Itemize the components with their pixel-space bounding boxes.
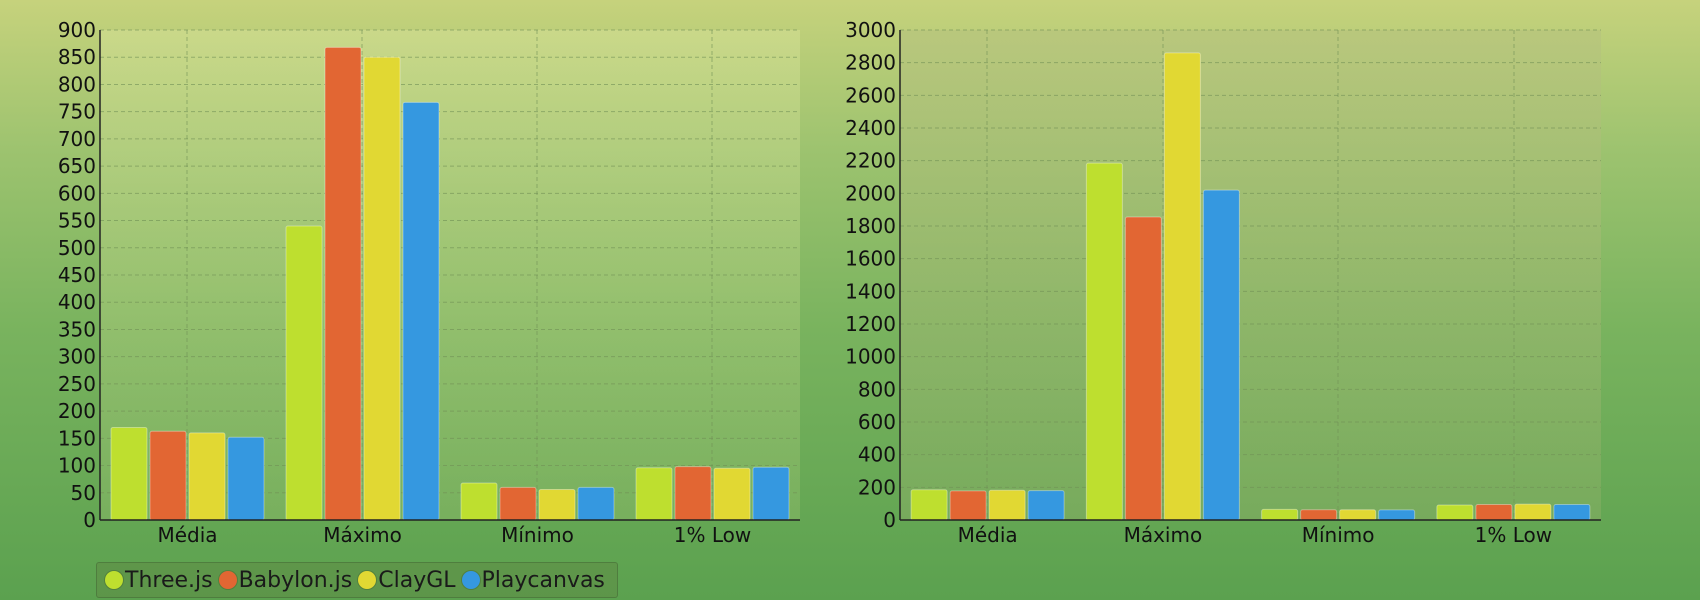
bar-claygl — [713, 467, 751, 521]
y-tick-label: 900 — [58, 18, 96, 42]
y-tick-label: 700 — [58, 127, 96, 151]
legend: Three.js Babylon.js ClayGL Playcanvas — [96, 562, 618, 598]
bar-threejs — [110, 426, 148, 521]
plot-area — [900, 30, 1601, 520]
bar-claygl — [1339, 509, 1377, 521]
bar-threejs — [460, 482, 498, 521]
bar-playcanvas — [752, 466, 790, 521]
y-tick-label: 2200 — [845, 149, 896, 173]
y-tick-label: 2400 — [845, 116, 896, 140]
bar-threejs — [1436, 504, 1474, 521]
y-tick-label: 200 — [858, 475, 896, 499]
y-tick-label: 3000 — [845, 18, 896, 42]
legend-item: Three.js — [105, 568, 213, 593]
bar-claygl — [1514, 503, 1552, 521]
bar-threejs — [285, 225, 323, 521]
bar-playcanvas — [1378, 509, 1416, 521]
legend-item: ClayGL — [358, 567, 456, 593]
bar-babylonjs — [1475, 503, 1513, 521]
y-tick-label: 1400 — [845, 279, 896, 303]
bar-babylonjs — [1124, 216, 1162, 521]
bar-playcanvas — [1553, 503, 1591, 521]
bar-playcanvas — [1027, 490, 1065, 521]
bar-playcanvas — [577, 486, 615, 521]
x-tick-label: Mínimo — [1302, 523, 1375, 547]
y-tick-label: 400 — [58, 290, 96, 314]
y-tick-label: 0 — [83, 508, 96, 532]
bar-babylonjs — [674, 466, 712, 521]
legend-item: Playcanvas — [461, 567, 605, 593]
chart-right: 0 200 400 600 800 1000 1200 1400 1600 1800 2000 220… — [845, 18, 1601, 547]
x-tick-label: Mínimo — [501, 523, 574, 547]
bar-babylonjs — [324, 46, 362, 521]
legend-item: Babylon.js — [218, 567, 353, 593]
bar-claygl — [1163, 52, 1201, 521]
y-tick-label: 1200 — [845, 312, 896, 336]
y-tick-label: 350 — [58, 317, 96, 341]
y-tick-label: 150 — [58, 426, 96, 450]
x-tick-label: 1% Low — [674, 523, 751, 547]
bar-threejs — [910, 489, 948, 521]
y-tick-label: 100 — [58, 454, 96, 478]
y-tick-label: 300 — [58, 345, 96, 369]
legend-swatch — [358, 571, 377, 589]
bar-claygl — [188, 432, 226, 521]
legend-swatch — [461, 571, 480, 589]
y-tick-label: 600 — [58, 181, 96, 205]
y-tick-label: 200 — [58, 399, 96, 423]
legend-label: Babylon.js — [238, 567, 353, 593]
bar-claygl — [988, 489, 1026, 521]
y-tick-label: 50 — [71, 481, 96, 505]
bar-threejs — [1085, 162, 1123, 521]
y-tick-label: 1000 — [845, 345, 896, 369]
x-tick-label: 1% Low — [1475, 523, 1552, 547]
bar-playcanvas — [402, 101, 440, 521]
y-tick-label: 600 — [858, 410, 896, 434]
legend-swatch — [105, 571, 123, 589]
y-tick-label: 1600 — [845, 247, 896, 271]
bar-playcanvas — [227, 436, 265, 521]
bar-babylonjs — [1300, 509, 1338, 521]
x-tick-label: Máximo — [1124, 523, 1203, 547]
y-tick-label: 800 — [58, 72, 96, 96]
x-tick-label: Média — [157, 523, 217, 547]
y-tick-label: 0 — [883, 508, 896, 532]
y-tick-label: 750 — [58, 100, 96, 124]
legend-label: Playcanvas — [481, 567, 605, 593]
y-tick-label: 2800 — [845, 51, 896, 75]
legend-swatch — [218, 571, 237, 589]
y-tick-label: 250 — [58, 372, 96, 396]
y-tick-label: 400 — [858, 443, 896, 467]
legend-label: ClayGL — [378, 567, 456, 593]
bar-babylonjs — [149, 430, 187, 521]
y-tick-label: 2000 — [845, 181, 896, 205]
bar-threejs — [1261, 508, 1299, 521]
chart-left: 0 50 100 150 200 250 300 350 400 450 500 550 600 650 7… — [58, 18, 800, 547]
y-tick-label: 850 — [58, 45, 96, 69]
x-tick-label: Máximo — [323, 523, 402, 547]
bar-claygl — [363, 56, 401, 521]
y-tick-label: 650 — [58, 154, 96, 178]
x-tick-label: Média — [958, 523, 1018, 547]
legend-label: Three.js — [125, 567, 213, 593]
y-tick-label: 450 — [58, 263, 96, 287]
bar-babylonjs — [499, 486, 537, 521]
y-tick-label: 2600 — [845, 83, 896, 107]
bar-playcanvas — [1202, 189, 1240, 521]
y-tick-label: 500 — [58, 236, 96, 260]
bar-babylonjs — [949, 490, 987, 521]
y-tick-label: 550 — [58, 209, 96, 233]
bar-claygl — [538, 489, 576, 521]
y-tick-label: 800 — [858, 377, 896, 401]
bar-threejs — [635, 467, 673, 521]
y-tick-label: 1800 — [845, 214, 896, 238]
